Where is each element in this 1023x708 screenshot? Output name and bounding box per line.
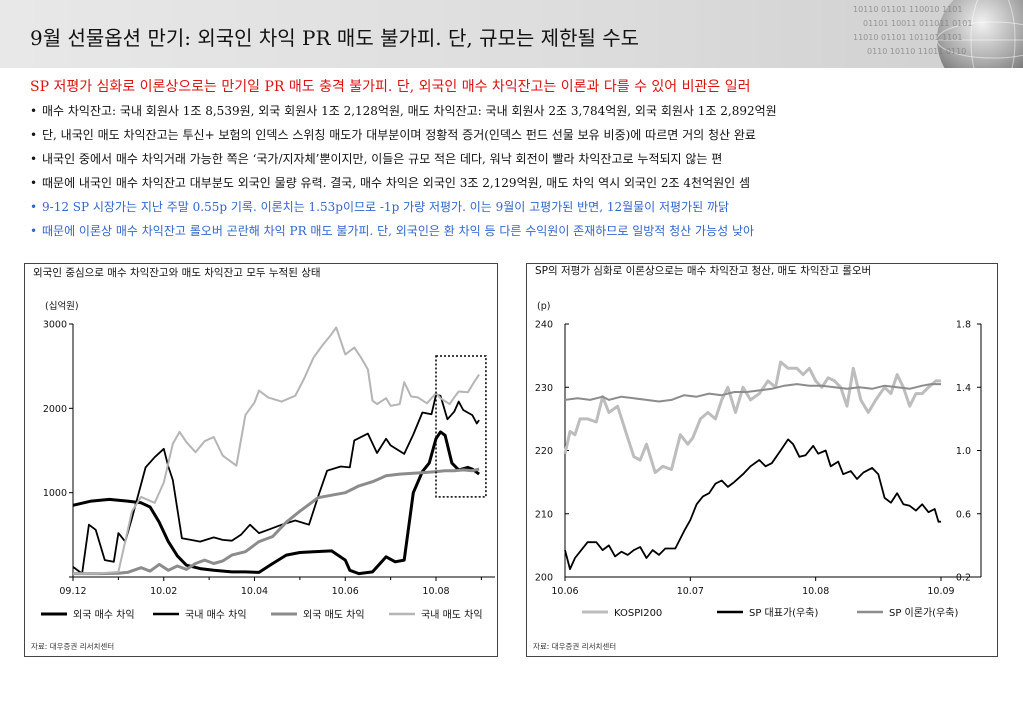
header-banner: 9월 선물옵션 만기: 외국인 차익 PR 매도 불가피. 단, 규모는 제한될… — [0, 0, 1023, 68]
svg-text:0110 10110 11011 0110: 0110 10110 11011 0110 — [867, 47, 966, 56]
svg-text:10110 01101 110010 1101: 10110 01101 110010 1101 — [853, 5, 962, 14]
bullet-item: • 매수 차익잔고: 국내 회원사 1조 8,539원, 외국 회원사 1조 2,… — [30, 103, 1010, 119]
bullet-item: • 때문에 내국인 매수 차익잔고 대부분도 외국인 물량 유력. 결국, 매수 … — [30, 175, 1010, 191]
bullet-item-blue: • 9-12 SP 시장가는 지난 주말 0.55p 기록. 이론치는 1.53p… — [30, 199, 1010, 215]
legend-label: 국내 매도 차익 — [421, 609, 483, 621]
series-line-3 — [564, 383, 941, 403]
bullet-text: 단, 내국인 매도 차익잔고는 투신+ 보험의 인덱스 스위칭 매도가 대부분이… — [42, 128, 756, 142]
bullet-dot-icon: • — [30, 128, 38, 142]
y-right-tick-label: 1.4 — [956, 383, 971, 394]
bullet-text: 때문에 내국인 매수 차익잔고 대부분도 외국인 물량 유력. 결국, 매수 차… — [42, 176, 751, 190]
legend-label: 국내 매수 차익 — [185, 609, 247, 621]
bullet-text: 매수 차익잔고: 국내 회원사 1조 8,539원, 외국 회원사 1조 2,1… — [42, 104, 777, 118]
series-line-1 — [72, 430, 480, 576]
summary-section: SP 저평가 심화로 이론상으로는 만기일 PR 매도 충격 불가피. 단, 외… — [30, 76, 1010, 247]
bullet-item: • 단, 내국인 매도 차익잔고는 투신+ 보험의 인덱스 스위칭 매도가 대부분… — [30, 127, 1010, 143]
y-left-tick-label: 220 — [535, 446, 553, 457]
y-tick-label: 3000 — [43, 320, 67, 331]
series-line-4 — [73, 326, 480, 575]
bullet-dot-icon: • — [30, 224, 38, 238]
globe-icon: 10110 01101 110010 1101 01101 10011 0110… — [853, 0, 1023, 68]
highlight-box — [435, 355, 487, 498]
legend-label: KOSPI200 — [614, 608, 662, 619]
y-right-tick-label: 0.2 — [956, 573, 971, 584]
bullet-text: 9-12 SP 시장가는 지난 주말 0.55p 기록. 이론치는 1.53p이… — [42, 200, 730, 214]
y-tick-label: 2000 — [43, 404, 67, 415]
y-right-tick-label: 0.6 — [956, 509, 971, 520]
y-right-tick-label: 1.0 — [956, 446, 971, 457]
sp-valuation-chart: (p) 200 210 220 230 240 0.2 0.6 1.0 1.4 1.8 10.06 10… — [535, 301, 982, 619]
y-left-tick-label: 200 — [535, 573, 553, 584]
bullet-text: 때문에 이론상 매수 차익잔고 롤오버 곤란해 차익 PR 매도 불가피. 단,… — [42, 224, 755, 238]
x-tick-label: 10.06 — [332, 586, 359, 597]
bullet-dot-icon: • — [30, 152, 38, 166]
legend-label: 외국 매수 차익 — [73, 609, 135, 621]
chart-panel-sp-valuation: SP의 저평가 심화로 이론상으로는 매수 차익잔고 청산, 매도 차익잔고 롤… — [526, 263, 998, 657]
y-tick-label: 1000 — [43, 488, 67, 499]
x-tick-label: 10.07 — [677, 586, 704, 597]
legend-label: 외국 매도 차익 — [303, 609, 365, 621]
y-left-tick-label: 230 — [535, 383, 553, 394]
series-line-2 — [564, 438, 941, 571]
legend-label: SP 이론가(우축) — [889, 607, 958, 619]
x-tick-label: 10.06 — [551, 586, 578, 597]
series-line-1 — [563, 360, 941, 475]
y-left-tick-label: 240 — [535, 320, 553, 331]
chart-panel-arbitrage-balance: 외국인 중심으로 매수 차익잔고와 매도 차익잔고 모두 누적된 상태 (십억원… — [24, 263, 498, 657]
lead-statement: SP 저평가 심화로 이론상으로는 만기일 PR 매도 충격 불가피. 단, 외… — [30, 79, 751, 95]
chart-title: SP의 저평가 심화로 이론상으로는 매수 차익잔고 청산, 매도 차익잔고 롤… — [535, 265, 872, 277]
source-note: 자료: 대우증권 리서치센터 — [533, 642, 617, 651]
bullet-text: 내국인 중에서 매수 차익거래 가능한 쪽은 ‘국가/지자체’뿐이지만, 이들은… — [42, 152, 723, 166]
bullet-item: • 내국인 중에서 매수 차익거래 가능한 쪽은 ‘국가/지자체’뿐이지만, 이들… — [30, 151, 1010, 167]
y-left-tick-label: 210 — [535, 509, 553, 520]
y-axis-unit: (십억원) — [45, 300, 79, 312]
series-line-2 — [72, 393, 480, 575]
x-tick-label: 10.04 — [241, 586, 268, 597]
series-line-3 — [73, 467, 480, 576]
x-tick-label: 10.08 — [422, 586, 449, 597]
bullet-dot-icon: • — [30, 200, 38, 214]
y-right-tick-label: 1.8 — [956, 320, 971, 331]
bullet-dot-icon: • — [30, 104, 38, 118]
bullet-dot-icon: • — [30, 176, 38, 190]
svg-text:11010 01101 101101 1101: 11010 01101 101101 1101 — [853, 33, 962, 42]
y-axis-unit: (p) — [537, 301, 550, 312]
x-tick-label: 10.09 — [927, 586, 954, 597]
x-tick-label: 10.02 — [150, 586, 177, 597]
legend-label: SP 대표가(우축) — [749, 607, 818, 619]
x-tick-label: 09.12 — [59, 586, 86, 597]
arbitrage-balance-chart: (십억원) 1000 2000 3000 09.12 10.02 10.04 10.06 10.… — [41, 300, 495, 621]
svg-text:01101 10011 011011 0101: 01101 10011 011011 0101 — [863, 19, 972, 28]
source-note: 자료: 대우증권 리서치센터 — [31, 642, 115, 651]
chart-title: 외국인 중심으로 매수 차익잔고와 매도 차익잔고 모두 누적된 상태 — [33, 267, 321, 279]
page-title: 9월 선물옵션 만기: 외국인 차익 PR 매도 불가피. 단, 규모는 제한될… — [30, 26, 640, 50]
x-tick-label: 10.08 — [802, 586, 829, 597]
bullet-item-blue: • 때문에 이론상 매수 차익잔고 롤오버 곤란해 차익 PR 매도 불가피. 단… — [30, 223, 1010, 239]
